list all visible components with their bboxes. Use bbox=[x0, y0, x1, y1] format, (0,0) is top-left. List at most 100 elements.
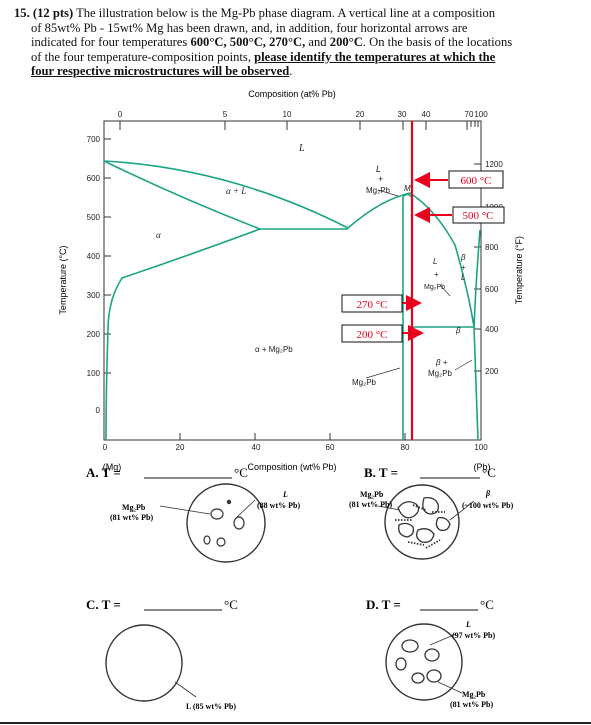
question-number: 15. bbox=[14, 6, 30, 20]
point-M: M bbox=[404, 184, 411, 193]
A-right-label-1: L bbox=[282, 490, 288, 499]
answer-C-unit: °C bbox=[224, 597, 238, 612]
leader-lines bbox=[365, 189, 473, 379]
bottom-tick-20: 20 bbox=[176, 443, 185, 452]
bottom-tick-0: 0 bbox=[103, 443, 108, 452]
right-axis-title: Temperature (°F) bbox=[514, 236, 524, 304]
answer-B: B. T = °C bbox=[364, 465, 496, 480]
answer-D: D. T = °C bbox=[366, 597, 494, 612]
right-tick-400: 400 bbox=[485, 325, 499, 334]
bottom-tick-40: 40 bbox=[252, 443, 261, 452]
answer-A: A. T = °C bbox=[86, 465, 248, 480]
left-tick-300: 300 bbox=[87, 291, 101, 300]
box-600-text: 600 °C bbox=[461, 175, 492, 187]
right-tick-1200: 1200 bbox=[485, 160, 503, 169]
B-right-label-1: β bbox=[485, 489, 491, 498]
left-axis-title: Temperature (°C) bbox=[58, 245, 68, 314]
top-tick-100: 100 bbox=[474, 110, 488, 119]
mg-label: (Mg) bbox=[103, 462, 122, 472]
right-tick-800: 800 bbox=[485, 243, 499, 252]
region-right-Mg2Pb: Mg₂Pb bbox=[424, 284, 445, 291]
top-tick-5: 5 bbox=[223, 110, 228, 119]
region-right-L: L bbox=[433, 257, 437, 266]
temp-boxes: 600 °C 500 °C 270 °C 200 °C bbox=[341, 170, 505, 343]
answer-A-unit: °C bbox=[234, 465, 248, 480]
left-tick-200: 200 bbox=[87, 330, 101, 339]
C-label: L (85 wt% Pb) bbox=[186, 702, 236, 711]
top-tick-20: 20 bbox=[356, 110, 365, 119]
box-500 bbox=[452, 206, 505, 224]
B-left-label-2: (81 wt% Pb) bbox=[349, 500, 392, 509]
question-text: 15. (12 pts) The illustration below is t… bbox=[14, 6, 580, 79]
A-right-label-2: (88 wt% Pb) bbox=[257, 501, 300, 510]
answer-B-unit: °C bbox=[482, 465, 496, 480]
answer-B-label: B. T = bbox=[364, 465, 398, 480]
phase-boundaries bbox=[103, 160, 481, 441]
region-L-Mg2Pb-plus: + bbox=[378, 174, 383, 184]
top-ticks: 0 5 10 20 30 40 70 100 bbox=[118, 110, 488, 130]
region-beta: β bbox=[455, 326, 461, 335]
answer-D-label: D. T = bbox=[366, 597, 401, 612]
bottom-tick-100: 100 bbox=[474, 443, 488, 452]
top-tick-0: 0 bbox=[118, 110, 123, 119]
bottom-axis-title: Composition (wt% Pb) bbox=[247, 462, 336, 472]
microstructure-B: Mg₂Pb (81 wt% Pb) β (~100 wt% Pb) bbox=[349, 484, 514, 560]
B-left-label-1: Mg₂Pb bbox=[360, 490, 384, 499]
question-line-4: of the four temperature-composition poin… bbox=[31, 49, 496, 64]
region-L-Mg2Pb-bottom: Mg₂Pb bbox=[366, 186, 391, 195]
top-axis-title: Composition (at% Pb) bbox=[248, 89, 336, 99]
A-left-label-1: Mg₂Pb bbox=[122, 503, 146, 512]
region-beta-L-beta: β bbox=[460, 253, 466, 262]
box-270 bbox=[341, 294, 403, 313]
left-tick-700: 700 bbox=[87, 135, 101, 144]
right-tick-200: 200 bbox=[485, 367, 499, 376]
question-line-2: of 85wt% Pb - 15wt% Mg has been drawn, a… bbox=[31, 20, 468, 35]
region-right-plus: + bbox=[434, 270, 439, 279]
question-points: (12 pts) bbox=[32, 6, 74, 20]
D-top-label-2: (97 wt% Pb) bbox=[452, 631, 495, 640]
region-labels: L α + L α L + Mg₂Pb M α + Mg₂Pb Mg₂Pb L … bbox=[156, 143, 466, 387]
composition-line-and-arrows bbox=[402, 121, 452, 440]
left-tick-600: 600 bbox=[87, 174, 101, 183]
bottom-tick-60: 60 bbox=[326, 443, 335, 452]
pb-label: (Pb) bbox=[473, 462, 490, 472]
answer-C-label: C. T = bbox=[86, 597, 121, 612]
right-tick-600: 600 bbox=[485, 285, 499, 294]
top-tick-40: 40 bbox=[422, 110, 431, 119]
box-200 bbox=[341, 324, 403, 343]
question-line-3: indicated for four temperatures 600°C, 5… bbox=[31, 35, 513, 50]
left-tick-500: 500 bbox=[87, 213, 101, 222]
answer-C: C. T = °C bbox=[86, 597, 238, 612]
region-beta-L-plus: + bbox=[461, 263, 466, 272]
question-line-5: four respective microstructures will be … bbox=[31, 64, 293, 79]
answer-A-label: A. T = bbox=[86, 465, 121, 480]
D-bottom-label-1: Mg₂Pb bbox=[462, 690, 486, 699]
question-line-1: 15. (12 pts) The illustration below is t… bbox=[14, 6, 496, 20]
region-alpha-plus-L: α + L bbox=[226, 186, 246, 196]
region-alpha: α bbox=[156, 230, 161, 240]
left-tick-100: 100 bbox=[87, 369, 101, 378]
region-beta-Mg2Pb-top: β + bbox=[435, 358, 448, 367]
top-tick-10: 10 bbox=[283, 110, 292, 119]
region-L: L bbox=[298, 143, 305, 154]
bottom-ticks: 0 20 40 60 80 100 bbox=[103, 433, 488, 452]
answer-D-unit: °C bbox=[480, 597, 494, 612]
left-tick-400: 400 bbox=[87, 252, 101, 261]
A-left-label-2: (81 wt% Pb) bbox=[110, 513, 153, 522]
region-L-Mg2Pb-top: L bbox=[376, 164, 381, 174]
box-500-text: 500 °C bbox=[463, 210, 494, 222]
box-600 bbox=[448, 170, 504, 189]
microstructure-A: Mg₂Pb (81 wt% Pb) L (88 wt% Pb) bbox=[110, 483, 300, 563]
left-tick-0: 0 bbox=[96, 406, 101, 415]
D-top-label-1: L bbox=[465, 620, 471, 629]
region-Mg2Pb: Mg₂Pb bbox=[352, 378, 377, 387]
top-tick-70: 70 bbox=[465, 110, 474, 119]
microstructure-C: L (85 wt% Pb) bbox=[105, 624, 236, 711]
box-200-text: 200 °C bbox=[357, 329, 388, 341]
box-270-text: 270 °C bbox=[357, 299, 388, 311]
D-bottom-label-2: (81 wt% Pb) bbox=[450, 700, 493, 709]
plot-frame bbox=[103, 120, 482, 441]
region-beta-L-L: L bbox=[461, 273, 465, 282]
